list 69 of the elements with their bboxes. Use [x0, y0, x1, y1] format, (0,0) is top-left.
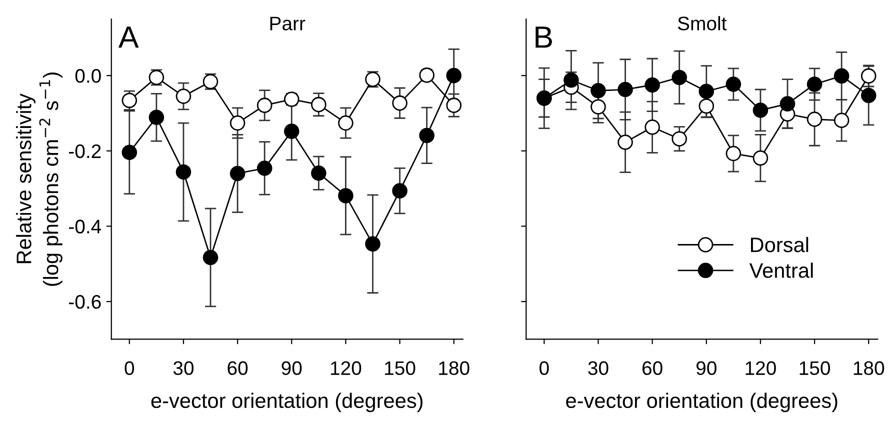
point — [860, 88, 876, 104]
point — [564, 72, 579, 88]
point — [446, 68, 462, 84]
point — [148, 110, 164, 126]
point — [256, 160, 272, 176]
point — [176, 88, 192, 104]
point — [806, 76, 822, 92]
point — [618, 134, 633, 150]
x-tick-label: 180 — [854, 361, 884, 376]
point — [834, 112, 850, 128]
point — [698, 84, 714, 100]
x-tick-label: 90 — [696, 361, 716, 376]
point — [446, 98, 462, 113]
point — [365, 236, 380, 252]
point — [672, 70, 687, 86]
x-tick-label: 120 — [746, 361, 776, 376]
x-tick-label: 150 — [800, 361, 830, 376]
point — [726, 146, 742, 162]
x-tick-label: 60 — [228, 361, 248, 376]
y-tick-label: -0.6 — [69, 295, 101, 309]
point — [806, 112, 822, 127]
x-axis-title: e-vector orientation (degrees) — [151, 392, 422, 412]
point — [752, 102, 768, 118]
point — [726, 76, 742, 92]
point — [284, 124, 300, 139]
x-tick-label: 120 — [330, 361, 362, 376]
point — [176, 164, 192, 180]
x-axis-title: e-vector orientation (degrees) — [566, 392, 838, 412]
point — [672, 131, 687, 146]
point — [644, 120, 660, 135]
x-tick-label: 30 — [173, 361, 194, 376]
point — [392, 183, 408, 198]
point — [644, 77, 660, 93]
point — [780, 96, 796, 112]
point — [256, 98, 272, 113]
x-tick-label: 90 — [282, 361, 302, 376]
point — [618, 82, 633, 98]
point — [590, 82, 606, 98]
x-tick-label: 0 — [540, 361, 549, 376]
point — [590, 99, 606, 114]
point — [122, 144, 138, 160]
point — [230, 115, 246, 131]
chart-title: Parr — [270, 16, 306, 30]
x-tick-label: 180 — [439, 361, 470, 376]
point — [752, 150, 768, 166]
point — [311, 96, 326, 112]
point — [338, 188, 354, 204]
y-tick-label: -0.4 — [69, 220, 102, 234]
y-tick-label: 0.0 — [75, 69, 101, 83]
x-tick-label: 0 — [124, 361, 134, 376]
legend-label: Dorsal — [751, 236, 808, 252]
chart-title: Smolt — [678, 16, 727, 30]
x-tick-label: 150 — [385, 361, 416, 376]
y-axis-title: Relative sensitivity (log photons cm$^{−2}$ s$^{−1}$) — [16, 72, 62, 286]
x-tick-label: 30 — [588, 361, 608, 376]
annotation: B — [536, 26, 552, 48]
annotation: A — [118, 26, 139, 48]
point — [698, 98, 714, 114]
y-tick-label: -0.2 — [69, 144, 101, 158]
point — [419, 128, 434, 144]
point — [338, 115, 354, 131]
point — [202, 250, 218, 266]
point — [834, 68, 850, 84]
point — [392, 95, 408, 111]
point — [860, 68, 876, 84]
point — [311, 165, 326, 181]
x-tick-label: 60 — [642, 361, 662, 376]
legend-label: Ventral — [749, 262, 813, 278]
point — [230, 166, 246, 182]
